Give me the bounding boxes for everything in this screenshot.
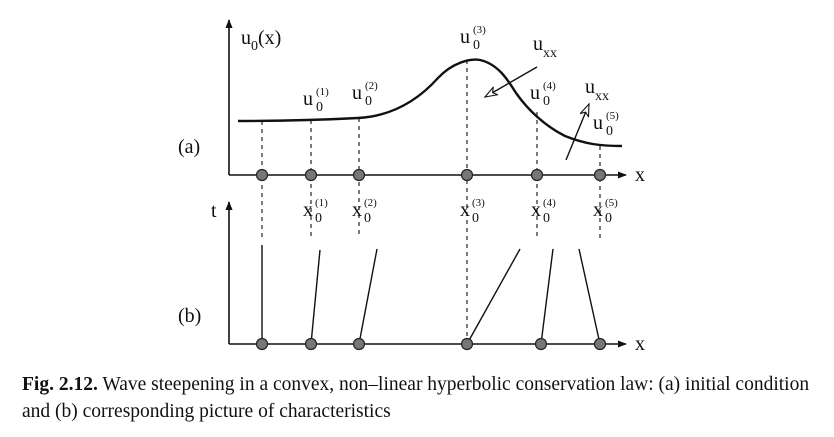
svg-text:0: 0 bbox=[472, 211, 479, 226]
svg-text:(5): (5) bbox=[606, 110, 619, 122]
x-label-2: x (2) 0 bbox=[352, 197, 377, 226]
uxx-arrow-right bbox=[565, 104, 590, 161]
panel-a-label: (a) bbox=[178, 136, 200, 158]
x-label-3: x (3) 0 bbox=[460, 197, 485, 226]
uxx-arrow-left bbox=[485, 66, 538, 97]
svg-text:(5): (5) bbox=[605, 197, 618, 209]
svg-text:u: u bbox=[460, 26, 470, 48]
svg-text:x: x bbox=[531, 199, 541, 221]
uxx-label-left: uxx bbox=[533, 33, 557, 61]
characteristic-3 bbox=[466, 248, 521, 345]
bottom-point-0 bbox=[255, 337, 269, 351]
bottom-point-4 bbox=[534, 337, 548, 351]
figure-wave-steepening: u0(x) x (a) uxx uxx u (1) 0 u (2) 0 u (3… bbox=[178, 19, 645, 355]
svg-text:x: x bbox=[460, 199, 470, 221]
svg-text:x: x bbox=[303, 199, 313, 221]
svg-text:0: 0 bbox=[364, 211, 371, 226]
svg-text:x: x bbox=[593, 199, 603, 221]
svg-text:0: 0 bbox=[316, 100, 323, 115]
x-label-5: x (5) 0 bbox=[593, 197, 618, 226]
top-point-0 bbox=[255, 168, 269, 182]
x-label-1: x (1) 0 bbox=[303, 197, 328, 226]
svg-text:(1): (1) bbox=[315, 197, 328, 209]
svg-text:0: 0 bbox=[543, 211, 550, 226]
svg-text:(4): (4) bbox=[543, 197, 556, 209]
svg-text:(3): (3) bbox=[473, 24, 486, 36]
bottom-t-axis-label: t bbox=[211, 200, 217, 222]
x-label-4: x (4) 0 bbox=[531, 197, 556, 226]
svg-text:u: u bbox=[530, 82, 540, 104]
svg-text:0: 0 bbox=[605, 211, 612, 226]
svg-text:u: u bbox=[352, 82, 362, 104]
top-point-2 bbox=[352, 168, 366, 182]
svg-text:x: x bbox=[352, 199, 362, 221]
initial-condition-curve bbox=[237, 58, 623, 148]
caption-label: Fig. 2.12. bbox=[22, 374, 98, 395]
svg-text:(1): (1) bbox=[316, 86, 329, 98]
u-label-5: u (5) 0 bbox=[593, 110, 619, 139]
top-y-axis-label: u0(x) bbox=[241, 27, 281, 54]
top-point-5 bbox=[593, 168, 607, 182]
svg-text:0: 0 bbox=[365, 94, 372, 109]
svg-text:0: 0 bbox=[606, 124, 613, 139]
characteristic-2 bbox=[358, 248, 378, 345]
top-point-3 bbox=[460, 168, 474, 182]
u-label-3: u (3) 0 bbox=[460, 24, 486, 53]
bottom-point-5 bbox=[593, 337, 607, 351]
svg-text:u: u bbox=[593, 112, 603, 134]
svg-text:(3): (3) bbox=[472, 197, 485, 209]
caption-text: Wave steepening in a convex, non–linear … bbox=[22, 374, 810, 422]
svg-text:u: u bbox=[303, 88, 313, 110]
characteristic-1 bbox=[310, 249, 321, 345]
u-label-2: u (2) 0 bbox=[352, 80, 378, 109]
svg-text:(4): (4) bbox=[543, 80, 556, 92]
figure-caption: Fig. 2.12. Wave steepening in a convex, … bbox=[22, 371, 812, 425]
svg-text:0: 0 bbox=[315, 211, 322, 226]
svg-text:0: 0 bbox=[473, 38, 480, 53]
svg-text:0: 0 bbox=[543, 94, 550, 109]
top-point-1 bbox=[304, 168, 318, 182]
bottom-point-1 bbox=[304, 337, 318, 351]
top-x-axis-label: x bbox=[635, 164, 645, 186]
u-label-1: u (1) 0 bbox=[303, 86, 329, 115]
bottom-point-2 bbox=[352, 337, 366, 351]
u-label-4: u (4) 0 bbox=[530, 80, 556, 109]
panel-b-label: (b) bbox=[178, 305, 201, 327]
svg-text:(2): (2) bbox=[364, 197, 377, 209]
svg-text:(2): (2) bbox=[365, 80, 378, 92]
uxx-label-right: uxx bbox=[585, 76, 609, 104]
characteristic-5 bbox=[578, 248, 601, 345]
bottom-x-axis-label: x bbox=[635, 333, 645, 355]
top-point-4 bbox=[530, 168, 544, 182]
bottom-point-3 bbox=[460, 337, 474, 351]
characteristic-4 bbox=[540, 248, 554, 345]
